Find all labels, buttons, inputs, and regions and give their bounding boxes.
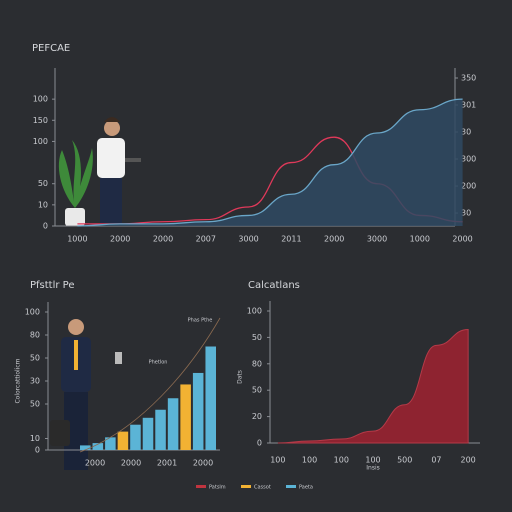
x-tick-label: 1000 bbox=[410, 235, 430, 244]
y-tick-label: 150 bbox=[33, 116, 48, 125]
y-tick-label: 80 bbox=[252, 359, 262, 368]
legend-label: Paeta bbox=[299, 485, 313, 491]
bar bbox=[130, 424, 141, 450]
trend-line bbox=[79, 317, 221, 453]
x-tick-label: 200 bbox=[461, 456, 476, 465]
x-tick-label: 2007 bbox=[196, 235, 216, 244]
legend-swatch bbox=[196, 485, 206, 488]
legend-label: Patslm bbox=[209, 485, 226, 491]
y-tick-label: 10 bbox=[38, 200, 48, 209]
y2-tick-label: 300 bbox=[461, 155, 476, 164]
x-tick-label: 100 bbox=[365, 456, 380, 465]
x-tick-label: 2000 bbox=[110, 235, 130, 244]
legend-swatch bbox=[286, 485, 296, 488]
bar bbox=[92, 443, 104, 450]
area bbox=[277, 328, 469, 444]
bar bbox=[205, 346, 216, 450]
y-tick-label: 100 bbox=[33, 137, 48, 146]
person-top bbox=[97, 117, 141, 223]
bar bbox=[192, 372, 204, 450]
chart-title: PEFCAE bbox=[32, 43, 70, 54]
legend-swatch bbox=[241, 485, 251, 488]
x-tick-label: 100 bbox=[334, 456, 349, 465]
y-tick-label: 50 bbox=[30, 354, 40, 363]
x-tick-label: 2000 bbox=[324, 235, 344, 244]
x-tick-label: 2000 bbox=[153, 235, 173, 244]
y-tick-label: 0 bbox=[35, 446, 40, 455]
x-tick-label: 2011 bbox=[281, 235, 301, 244]
y2-tick-label: 350 bbox=[461, 74, 476, 83]
y-tick-label: 50 bbox=[30, 400, 40, 409]
x-tick-label: 500 bbox=[397, 456, 412, 465]
y2-tick-label: 30 bbox=[461, 128, 471, 137]
y-tick-label: 30 bbox=[30, 377, 40, 386]
bar bbox=[180, 384, 191, 450]
x-axis-label: Insis bbox=[366, 465, 380, 472]
chart-title: Calcatlans bbox=[248, 280, 300, 291]
bar bbox=[80, 445, 91, 450]
y-axis-label: Dats bbox=[237, 370, 244, 384]
x-tick-label: 2001 bbox=[157, 459, 177, 468]
x-tick-label: 3000 bbox=[238, 235, 258, 244]
x-tick-label: 2000 bbox=[121, 459, 141, 468]
y-tick-label: 0 bbox=[43, 222, 48, 231]
area bbox=[77, 99, 463, 226]
y-axis-label: Colorcattiolicm bbox=[15, 358, 22, 403]
plant bbox=[58, 140, 93, 226]
y2-tick-label: 200 bbox=[461, 182, 476, 191]
bar bbox=[142, 417, 154, 450]
chart-title: Pfsttlr Pe bbox=[30, 280, 75, 291]
person-bottom bbox=[50, 319, 122, 470]
y-tick-label: 100 bbox=[25, 308, 40, 317]
x-tick-label: 100 bbox=[270, 456, 285, 465]
annotation: Phas Pthe bbox=[188, 318, 213, 324]
x-tick-label: 3000 bbox=[367, 235, 387, 244]
x-tick-label: 2000 bbox=[85, 459, 105, 468]
y2-tick-label: 30 bbox=[461, 209, 471, 218]
bar bbox=[105, 437, 116, 450]
line bbox=[77, 98, 463, 227]
bar bbox=[117, 431, 129, 450]
y-tick-label: 50 bbox=[252, 333, 262, 342]
y-tick-label: 0 bbox=[257, 439, 262, 448]
x-tick-label: 2000 bbox=[452, 235, 472, 244]
y-tick-label: 10 bbox=[30, 434, 40, 443]
x-tick-label: 2000 bbox=[193, 459, 213, 468]
x-tick-label: 100 bbox=[302, 456, 317, 465]
y2-tick-label: 301 bbox=[461, 101, 476, 110]
y-tick-label: 100 bbox=[247, 307, 262, 316]
x-tick-label: 1000 bbox=[67, 235, 87, 244]
y-tick-label: 100 bbox=[33, 95, 48, 104]
x-tick-label: 07 bbox=[431, 456, 441, 465]
bar bbox=[167, 398, 179, 450]
bar bbox=[155, 409, 166, 450]
y-tick-label: 20 bbox=[252, 412, 262, 421]
y-tick-label: 50 bbox=[38, 179, 48, 188]
y-tick-label: 50 bbox=[252, 386, 262, 395]
legend-label: Cassot bbox=[254, 485, 271, 491]
y-tick-label: 80 bbox=[30, 331, 40, 340]
annotation: Phetlon bbox=[149, 360, 168, 366]
